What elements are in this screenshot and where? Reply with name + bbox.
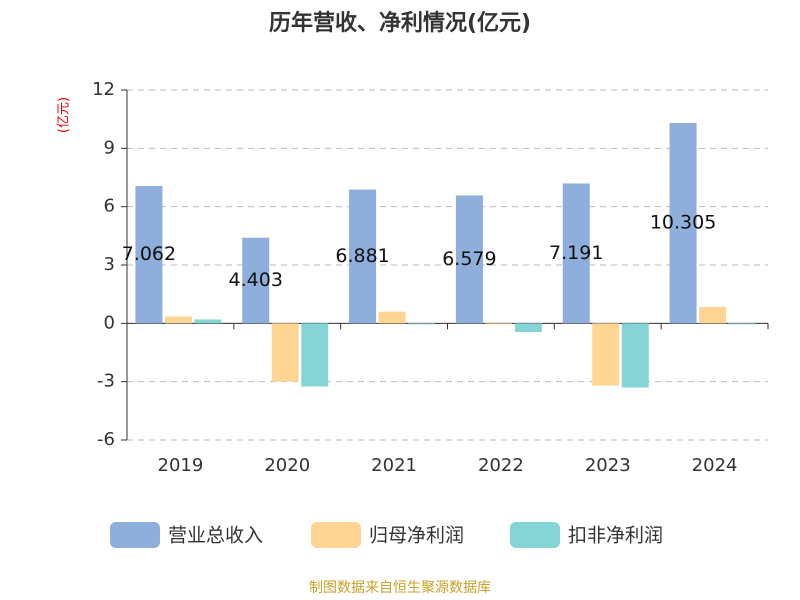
bar: [301, 323, 329, 387]
bar: [408, 323, 436, 325]
bar: [349, 189, 377, 324]
legend-label: 营业总收入: [168, 525, 263, 547]
y-tick-label: 3: [104, 254, 115, 275]
y-tick-label: -3: [97, 371, 115, 392]
bar: [378, 311, 406, 324]
bar: [621, 323, 649, 388]
data-label: 10.305: [650, 212, 716, 234]
data-label: 7.191: [549, 242, 603, 264]
bar: [562, 183, 590, 324]
data-label: 6.579: [442, 248, 496, 270]
bar: [728, 323, 756, 325]
legend-swatch: [311, 522, 361, 548]
bar: [194, 319, 222, 324]
bar: [485, 323, 513, 325]
bar: [135, 186, 163, 324]
bar: [592, 323, 620, 386]
legend-label: 扣非净利润: [568, 525, 663, 547]
y-tick-label: 12: [92, 79, 115, 100]
y-tick-label: 9: [104, 137, 115, 158]
y-tick-label: 6: [104, 196, 115, 217]
bar: [669, 122, 697, 324]
bar: [699, 306, 727, 324]
bar: [271, 323, 299, 382]
data-label: 6.881: [335, 245, 389, 267]
legend-label: 归母净利润: [369, 525, 464, 547]
legend-swatch: [110, 522, 160, 548]
bar: [242, 237, 270, 324]
legend-swatch: [510, 522, 560, 548]
x-tick-label: 2019: [158, 455, 204, 476]
data-label: 7.062: [122, 243, 176, 265]
x-tick-label: 2024: [692, 455, 738, 476]
y-axis-label: (亿元): [57, 97, 72, 133]
chart-title: 历年营收、净利情况(亿元): [269, 10, 531, 36]
x-tick-label: 2020: [264, 455, 310, 476]
x-tick-label: 2023: [585, 455, 631, 476]
bar: [514, 323, 542, 333]
data-label: 4.403: [229, 269, 283, 291]
source-note: 制图数据来自恒生聚源数据库: [309, 580, 491, 596]
y-tick-label: 0: [104, 312, 115, 333]
bar: [455, 195, 483, 324]
x-tick-label: 2022: [478, 455, 524, 476]
x-tick-label: 2021: [371, 455, 417, 476]
y-tick-label: -6: [97, 429, 115, 450]
bar: [164, 316, 192, 324]
